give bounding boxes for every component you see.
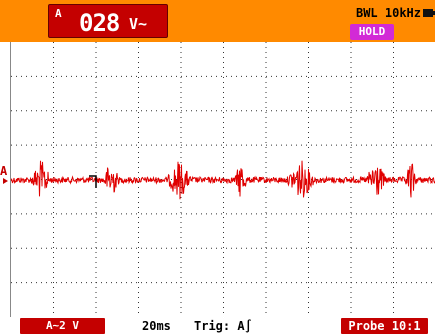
channel-a-ground-arrow-icon xyxy=(3,178,8,184)
readout-value: 028 xyxy=(79,9,120,37)
channel-a-marker: A xyxy=(0,164,8,178)
bandwidth-limit-label: BWL 10kHz xyxy=(355,6,421,20)
battery-icon xyxy=(423,9,435,17)
waveform-screen xyxy=(10,42,435,317)
channel-range-badge[interactable]: A~2 V xyxy=(20,318,105,334)
readout-unit: V~ xyxy=(129,15,148,33)
top-status-bar: A 028 V~ BWL 10kHz HOLD xyxy=(0,0,435,42)
waveform-trace xyxy=(11,160,435,200)
probe-setting-badge[interactable]: Probe 10:1 xyxy=(341,318,428,334)
bottom-status-bar: A~2 V 20ms Trig: A∫ Probe 10:1 xyxy=(0,317,435,335)
readout-channel-label: A xyxy=(55,7,62,20)
measurement-readout: A 028 V~ xyxy=(48,4,168,38)
timebase-label[interactable]: 20ms xyxy=(142,319,171,333)
trigger-point-icon xyxy=(89,175,97,188)
trigger-label[interactable]: Trig: A∫ xyxy=(194,319,252,333)
hold-badge: HOLD xyxy=(350,24,394,40)
channel-a-trace xyxy=(11,160,435,200)
